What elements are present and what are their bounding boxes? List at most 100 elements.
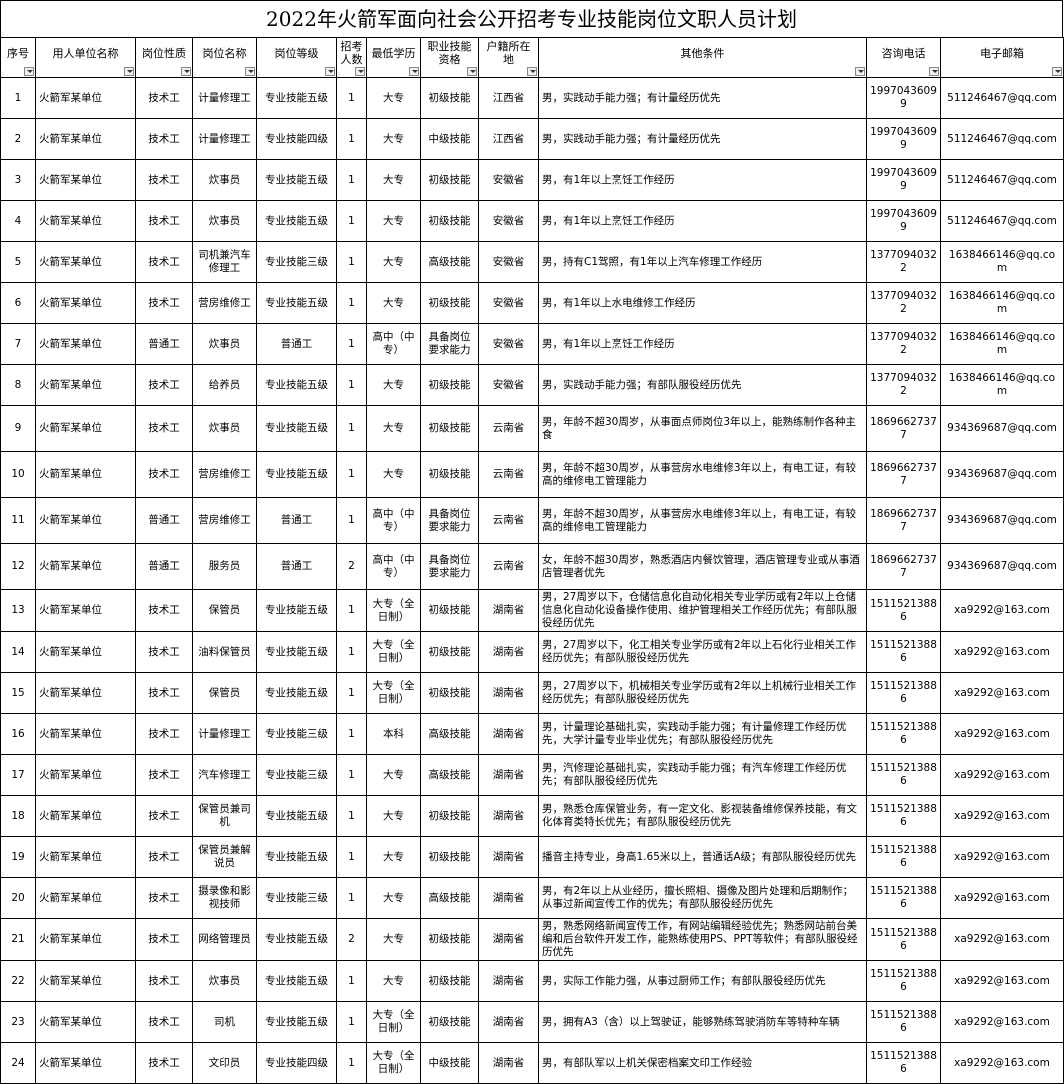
cell: 技术工 xyxy=(135,589,193,632)
cell: xa9292@163.com xyxy=(940,795,1064,837)
cell: 19970436099 xyxy=(866,159,941,201)
cell: 云南省 xyxy=(478,405,539,452)
filter-button[interactable] xyxy=(409,67,419,76)
cell: 技术工 xyxy=(135,754,193,796)
cell: 普通工 xyxy=(256,497,337,544)
row: 12 火箭军某单位 普通工 服务员 普通工 2 高中（中专） 具备岗位要求能力 云南省 女，年龄不… xyxy=(0,543,1064,590)
filter-button[interactable] xyxy=(245,67,255,76)
cell: 男，汽修理论基础扎实，实践动手能力强；有汽车修理工作经历优先；有部队服役经历优先 xyxy=(538,754,867,796)
cell: 安徽省 xyxy=(478,241,539,283)
cell: 初级技能 xyxy=(420,960,479,1002)
cell: 湖南省 xyxy=(478,713,539,755)
filter-button[interactable] xyxy=(355,67,365,76)
cell: 中级技能 xyxy=(420,118,479,160)
cell: 技术工 xyxy=(135,241,193,283)
filter-button[interactable] xyxy=(1052,67,1062,76)
title: 2022年火箭军面向社会公开招考专业技能岗位文职人员计划 xyxy=(0,0,1063,37)
cell: 计量修理工 xyxy=(192,713,257,755)
cell: 江西省 xyxy=(478,77,539,119)
cell: 技术工 xyxy=(135,77,193,119)
cell: 男，有1年以上烹饪工作经历 xyxy=(538,200,867,242)
header-cell: 岗位性质 xyxy=(135,37,193,78)
cell: 1 xyxy=(0,77,36,119)
cell: 2 xyxy=(336,543,367,590)
cell: 普通工 xyxy=(135,543,193,590)
cell: 湖南省 xyxy=(478,589,539,632)
cell: 湖南省 xyxy=(478,672,539,714)
cell: 1 xyxy=(336,364,367,406)
cell: 男，年龄不超30周岁，从事营房水电维修3年以上，有电工证，有较高的维修电工管理能… xyxy=(538,451,867,498)
cell: 1 xyxy=(336,405,367,452)
filter-button[interactable] xyxy=(24,67,34,76)
cell: 大专 xyxy=(366,118,421,160)
filter-button[interactable] xyxy=(325,67,335,76)
row: 11 火箭军某单位 普通工 营房维修工 普通工 1 高中（中专） 具备岗位要求能力 云南省 男，年… xyxy=(0,497,1064,544)
cell: 1 xyxy=(336,118,367,160)
header-cell: 招考人数 xyxy=(336,37,367,78)
filter-button[interactable] xyxy=(181,67,191,76)
cell: 技术工 xyxy=(135,159,193,201)
cell: 1 xyxy=(336,200,367,242)
cell: 1 xyxy=(336,713,367,755)
cell: 湖南省 xyxy=(478,795,539,837)
cell: 1 xyxy=(336,631,367,673)
cell: 初级技能 xyxy=(420,77,479,119)
cell: 火箭军某单位 xyxy=(35,960,136,1002)
header-cell: 序号 xyxy=(0,37,36,78)
cell: 女，年龄不超30周岁，熟悉酒店内餐饮管理，酒店管理专业或从事酒店管理者优先 xyxy=(538,543,867,590)
cell: 技术工 xyxy=(135,1042,193,1084)
cell: 专业技能五级 xyxy=(256,364,337,406)
cell: 营房维修工 xyxy=(192,451,257,498)
cell: 1 xyxy=(336,795,367,837)
cell: 男，27周岁以下，化工相关专业学历或有2年以上石化行业相关工作经历优先；有部队服… xyxy=(538,631,867,673)
header-cell: 最低学历 xyxy=(366,37,421,78)
cell: 普通工 xyxy=(256,323,337,365)
cell: 火箭军某单位 xyxy=(35,405,136,452)
filter-button[interactable] xyxy=(527,67,537,76)
cell: 15115213886 xyxy=(866,713,941,755)
cell: 司机 xyxy=(192,1001,257,1043)
cell: 火箭军某单位 xyxy=(35,282,136,324)
cell: 技术工 xyxy=(135,200,193,242)
filter-button[interactable] xyxy=(124,67,134,76)
cell: 13770940322 xyxy=(866,282,941,324)
cell: 技术工 xyxy=(135,282,193,324)
cell: 男，拥有A3（含）以上驾驶证，能够熟练驾驶消防车等特种车辆 xyxy=(538,1001,867,1043)
cell: 男，有2年以上从业经历，擅长照相、摄像及图片处理和后期制作；从事过新闻宣传工作的… xyxy=(538,877,867,919)
cell: 本科 xyxy=(366,713,421,755)
cell: 专业技能五级 xyxy=(256,631,337,673)
filter-button[interactable] xyxy=(467,67,477,76)
cell: 大专 xyxy=(366,877,421,919)
filter-button[interactable] xyxy=(855,67,865,76)
cell: 男，有1年以上水电维修工作经历 xyxy=(538,282,867,324)
cell: 初级技能 xyxy=(420,405,479,452)
cell: 专业技能四级 xyxy=(256,1042,337,1084)
cell: 15115213886 xyxy=(866,918,941,961)
cell: 火箭军某单位 xyxy=(35,918,136,961)
cell: 934369687@qq.com xyxy=(940,543,1064,590)
cell: 15115213886 xyxy=(866,672,941,714)
cell: 9 xyxy=(0,405,36,452)
cell: 营房维修工 xyxy=(192,282,257,324)
cell: xa9292@163.com xyxy=(940,877,1064,919)
cell: 专业技能五级 xyxy=(256,282,337,324)
cell: 初级技能 xyxy=(420,159,479,201)
cell: 高级技能 xyxy=(420,241,479,283)
cell: 火箭军某单位 xyxy=(35,497,136,544)
header-cell: 岗位等级 xyxy=(256,37,337,78)
cell: 火箭军某单位 xyxy=(35,589,136,632)
cell: 大专 xyxy=(366,918,421,961)
cell: 21 xyxy=(0,918,36,961)
cell: 专业技能三级 xyxy=(256,877,337,919)
cell: 大专 xyxy=(366,754,421,796)
row: 6 火箭军某单位 技术工 营房维修工 专业技能五级 1 大专 初级技能 安徽省 男，有1年以上水电… xyxy=(0,282,1064,324)
cell: xa9292@163.com xyxy=(940,713,1064,755)
cell: xa9292@163.com xyxy=(940,672,1064,714)
cell: 湖南省 xyxy=(478,1001,539,1043)
cell: 初级技能 xyxy=(420,918,479,961)
cell: 初级技能 xyxy=(420,1001,479,1043)
table: 序号 用人单位名称 岗位性质 岗位名称 岗位等级 招考人数 最低学历 职业技能资格 户籍所在地其… xyxy=(0,37,1064,1084)
cell: 普通工 xyxy=(135,323,193,365)
filter-button[interactable] xyxy=(929,67,939,76)
cell: 大专（全日制） xyxy=(366,672,421,714)
